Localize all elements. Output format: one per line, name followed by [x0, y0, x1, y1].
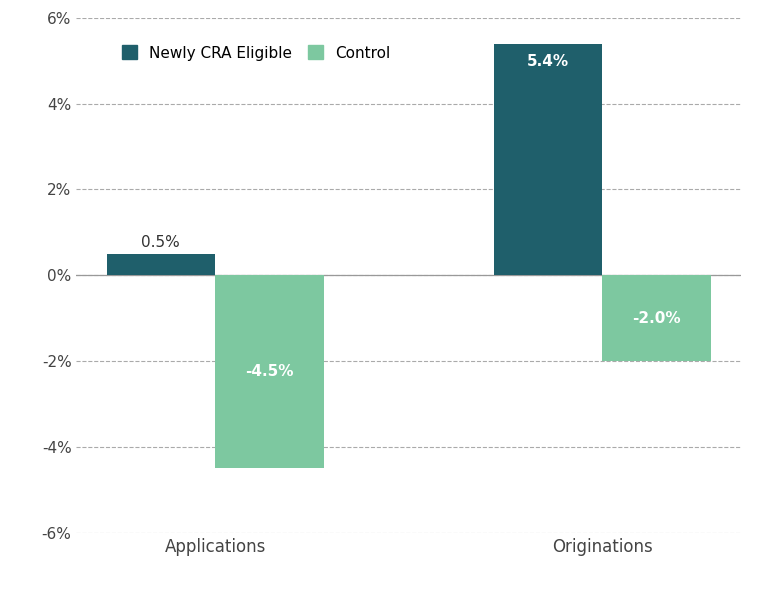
Text: 0.5%: 0.5% — [141, 234, 180, 250]
Bar — [107, 254, 215, 275]
Bar — [494, 44, 602, 275]
Text: -2.0%: -2.0% — [633, 311, 681, 326]
Text: -4.5%: -4.5% — [245, 364, 293, 379]
Bar — [215, 275, 323, 468]
Legend: Newly CRA Eligible, Control: Newly CRA Eligible, Control — [117, 41, 395, 65]
Text: 5.4%: 5.4% — [527, 54, 569, 69]
Bar — [602, 275, 711, 361]
